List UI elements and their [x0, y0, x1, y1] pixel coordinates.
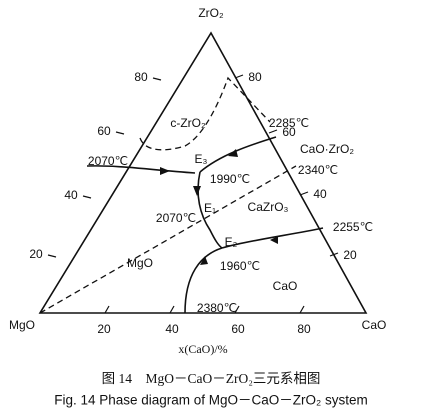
- region-label: CaZrO₃: [248, 200, 289, 214]
- tick-label: 40: [313, 187, 327, 201]
- axis-label: x(CaO)/%: [178, 342, 227, 356]
- tick: [299, 305, 305, 314]
- tick: [299, 191, 309, 196]
- region-label: CaO: [273, 279, 298, 293]
- region-label: MgO: [127, 256, 153, 270]
- caption: 图 14 MgO－CaO－ZrO₂三元系相图: [102, 371, 321, 386]
- region-label: 2070℃: [156, 211, 196, 225]
- arrow: [270, 236, 278, 244]
- arrow: [160, 167, 170, 175]
- arrow: [228, 149, 238, 157]
- arrow: [193, 186, 201, 196]
- vertex-label: MgO: [9, 318, 35, 332]
- tick-label: 80: [134, 70, 148, 84]
- tick-label: 20: [343, 248, 357, 262]
- tick-label: 60: [97, 124, 111, 138]
- tick-label: 80: [248, 70, 262, 84]
- tick-label: 60: [231, 322, 245, 336]
- tick-label: 60: [282, 125, 296, 139]
- tick: [115, 131, 125, 135]
- tick: [329, 252, 339, 257]
- tick-label: 20: [97, 322, 111, 336]
- tick: [169, 305, 175, 314]
- arrow: [200, 256, 208, 265]
- region-label: E₂: [225, 235, 238, 249]
- dashed-boundary: [139, 76, 271, 151]
- region-label: 1990℃: [210, 172, 250, 186]
- vertex-label: CaO: [362, 318, 387, 332]
- region-label: 1960℃: [220, 259, 260, 273]
- boundary: [86, 165, 196, 174]
- tick-label: 20: [29, 247, 43, 261]
- region-label: E₁: [204, 201, 216, 215]
- tick: [104, 305, 110, 314]
- region-label: E₃: [195, 152, 208, 166]
- tick-label: 80: [297, 322, 311, 336]
- tick: [234, 74, 244, 79]
- tick: [234, 305, 240, 314]
- tick: [47, 254, 57, 258]
- tick: [268, 129, 278, 134]
- boundary: [199, 136, 277, 173]
- boundary: [221, 227, 324, 249]
- region-label: 2340℃: [298, 163, 338, 177]
- boundary: [184, 247, 223, 314]
- region-label: 2070℃: [88, 154, 128, 168]
- triangle: [38, 31, 368, 314]
- tick-label: 40: [165, 322, 179, 336]
- tick: [82, 195, 92, 199]
- tick: [152, 77, 162, 81]
- region-label: c-ZrO₂: [170, 116, 206, 130]
- tick-label: 40: [64, 188, 78, 202]
- region-label: CaO·ZrO₂: [300, 142, 354, 156]
- region-label: 2380℃: [197, 301, 237, 315]
- labels: ZrO₂ MgO CaO 20 40 60 80 20 40 60 80 80 60 40 20 x(CaO)…: [9, 6, 386, 407]
- region-label: 2255℃: [333, 220, 373, 234]
- caption: Fig. 14 Phase diagram of MgO－CaO－ZrO₂ sy…: [54, 393, 368, 408]
- vertex-label: ZrO₂: [198, 6, 224, 20]
- region-label: 2285℃: [269, 116, 309, 130]
